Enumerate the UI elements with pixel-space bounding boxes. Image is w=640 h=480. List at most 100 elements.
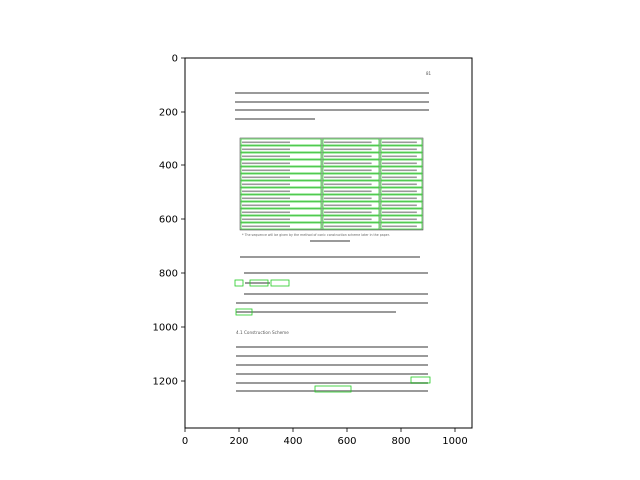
table-cell-text xyxy=(324,190,372,193)
table-cell-text xyxy=(242,176,290,179)
table-cell-box xyxy=(380,187,423,195)
table-cell-box xyxy=(380,208,423,216)
table-cell-box xyxy=(380,152,423,160)
table-cell-text xyxy=(324,211,372,214)
table-cell-text xyxy=(242,155,290,158)
table-cell-box xyxy=(322,152,380,160)
y-tick-label: 200 xyxy=(159,108,178,119)
table-cell-box xyxy=(380,215,423,223)
x-tick-label: 400 xyxy=(283,436,302,447)
table-cell-text xyxy=(242,218,290,221)
y-tick-label: 600 xyxy=(159,215,178,226)
table-cell-text xyxy=(324,148,372,151)
table-cell-text xyxy=(382,204,417,207)
x-axis: 0 200 400 600 800 1000 xyxy=(182,428,468,447)
table-cell-box xyxy=(322,166,380,174)
table-cell-box xyxy=(322,194,380,202)
page-frame xyxy=(184,57,473,429)
table-cell-box xyxy=(380,222,423,230)
table-cell-text xyxy=(382,225,417,228)
table-cell-box xyxy=(322,201,380,209)
table-cell-text xyxy=(382,155,417,158)
paragraph-middle xyxy=(236,272,428,313)
x-tick-label: 1000 xyxy=(442,436,467,447)
inline-equation-box xyxy=(235,308,253,316)
x-tick-label: 0 xyxy=(182,436,188,447)
table-cell-box xyxy=(380,201,423,209)
table-cell-text xyxy=(242,211,290,214)
table-cell-text xyxy=(242,183,290,186)
inline-equation-box xyxy=(270,279,290,287)
table-cell-text xyxy=(382,169,417,172)
table-cell-box xyxy=(322,159,380,167)
inline-equation-box xyxy=(314,385,352,393)
table-cell-box xyxy=(240,208,322,216)
table-cell-text xyxy=(382,197,417,200)
table-cell-text xyxy=(382,162,417,165)
inline-equation-box xyxy=(410,376,431,384)
table-cell-text xyxy=(242,141,290,144)
table-cell-text xyxy=(242,162,290,165)
table-footnote: * The sequence will be given by the meth… xyxy=(242,233,390,237)
table-cell-text xyxy=(382,211,417,214)
table-cell-text xyxy=(382,190,417,193)
table-cell-text xyxy=(324,218,372,221)
table-cell-text xyxy=(382,141,417,144)
page-number: 81 xyxy=(426,71,432,76)
inline-equation-box xyxy=(249,279,269,287)
table-cell-box xyxy=(322,180,380,188)
table-cell-text xyxy=(324,141,372,144)
table-cell-box xyxy=(322,173,380,181)
table-cell-box xyxy=(240,194,322,202)
table-cell-box xyxy=(322,208,380,216)
table-cell-text xyxy=(324,169,372,172)
table-cell-box xyxy=(380,173,423,181)
table-cell-text xyxy=(382,218,417,221)
table-cell-text xyxy=(382,176,417,179)
table-cell-box xyxy=(240,180,322,188)
table-cell-text xyxy=(324,155,372,158)
y-axis: 0 200 400 600 800 1000 1200 xyxy=(153,54,185,388)
table-cell-box xyxy=(322,222,380,230)
table-cell-text xyxy=(324,197,372,200)
x-tick-label: 200 xyxy=(229,436,248,447)
paragraph-top xyxy=(235,92,429,120)
table-cell-box xyxy=(240,173,322,181)
table-cell-box xyxy=(380,145,423,153)
table-cell-box xyxy=(240,201,322,209)
table-cell-box xyxy=(240,166,322,174)
table-cell-box xyxy=(322,187,380,195)
table-cell-box xyxy=(380,194,423,202)
text-line xyxy=(240,256,420,258)
table-cell-box xyxy=(240,215,322,223)
sequence-table xyxy=(239,137,424,231)
table-cell-box xyxy=(380,159,423,167)
table-cell-box xyxy=(380,166,423,174)
table-cell-text xyxy=(382,148,417,151)
table-cell-box xyxy=(380,138,423,146)
table-cell-text xyxy=(242,225,290,228)
table-cell-text xyxy=(242,204,290,207)
table-cell-text xyxy=(242,148,290,151)
x-tick-label: 600 xyxy=(337,436,356,447)
inline-equation-box xyxy=(234,279,244,287)
table-cell-text xyxy=(324,183,372,186)
table-cell-box xyxy=(322,215,380,223)
table-cell-box xyxy=(240,145,322,153)
table-cell-box xyxy=(380,180,423,188)
table-cell-text xyxy=(324,225,372,228)
table-cell-box xyxy=(240,138,322,146)
table-cell-box xyxy=(240,187,322,195)
table-cell-text xyxy=(242,197,290,200)
section-heading: 4.1 Construction Scheme xyxy=(236,330,289,335)
y-tick-label: 0 xyxy=(172,54,178,65)
table-cell-text xyxy=(242,169,290,172)
table-cell-box xyxy=(240,159,322,167)
y-tick-label: 800 xyxy=(159,269,178,280)
paragraph-bottom xyxy=(236,346,428,392)
y-tick-label: 1000 xyxy=(153,323,178,334)
x-tick-label: 800 xyxy=(391,436,410,447)
table-border xyxy=(239,137,424,231)
table-cell-box xyxy=(240,152,322,160)
table-cell-box xyxy=(322,138,380,146)
